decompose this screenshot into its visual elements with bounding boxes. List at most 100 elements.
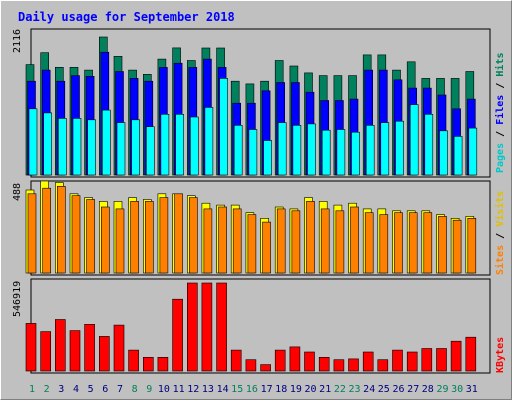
legend-sep-2: / [495, 83, 506, 89]
sites-bar-day-13 [203, 208, 213, 274]
kbytes-bar-day-9 [143, 356, 154, 372]
sites-bar-day-18 [276, 208, 286, 274]
sites-bar-day-3 [56, 186, 66, 274]
x-label-day-22: 22 [334, 384, 346, 395]
sites-bar-day-7 [115, 208, 125, 274]
kbytes-bar-day-29 [436, 348, 447, 372]
pages-bar-day-20 [307, 123, 316, 176]
sites-bar-day-6 [101, 206, 110, 274]
legend-hits: Hits [494, 53, 506, 77]
legend-sep-3: / [495, 233, 506, 239]
sites-bar-day-2 [42, 187, 52, 274]
sites-bar-day-31 [467, 218, 477, 274]
kbytes-bar-day-7 [113, 324, 125, 372]
sites-bar-day-27 [408, 212, 418, 274]
sites-bar-day-9 [145, 201, 154, 274]
sites-bar-day-22 [335, 210, 345, 274]
sites-bar-day-25 [379, 214, 389, 274]
sites-bar-day-23 [350, 206, 359, 274]
pages-bar-day-6 [102, 109, 111, 176]
sites-bar-day-20 [306, 201, 315, 274]
kbytes-bar-day-18 [274, 349, 286, 372]
pages-bar-day-16 [248, 129, 258, 176]
x-label-day-17: 17 [261, 384, 273, 395]
sites-bar-day-14 [218, 206, 227, 274]
sites-bar-day-1 [27, 193, 37, 274]
x-label-day-9: 9 [146, 384, 152, 395]
x-label-day-7: 7 [117, 384, 123, 395]
legend-files: Files [494, 95, 506, 125]
kbytes-bar-day-31 [465, 336, 477, 372]
sites-bar-day-21 [320, 208, 330, 274]
kbytes-bar-day-11 [172, 298, 183, 372]
x-label-day-31: 31 [466, 384, 478, 395]
x-label-day-23: 23 [348, 384, 360, 395]
pages-bar-day-29 [439, 130, 448, 176]
x-label-day-14: 14 [217, 384, 229, 395]
x-label-day-18: 18 [275, 384, 287, 395]
kbytes-bar-day-3 [54, 319, 66, 372]
x-label-day-30: 30 [451, 384, 463, 395]
pages-bar-day-19 [292, 125, 302, 176]
kbytes-bar-day-4 [69, 330, 81, 372]
x-label-day-13: 13 [202, 384, 214, 395]
pages-bar-day-21 [321, 129, 331, 176]
sites-bar-day-24 [364, 212, 374, 274]
sites-bar-day-30 [452, 219, 462, 274]
kbytes-bar-day-28 [421, 348, 433, 372]
x-label-day-8: 8 [132, 384, 138, 395]
x-label-day-26: 26 [392, 384, 404, 395]
kbytes-bar-day-5 [84, 323, 95, 372]
pages-bar-day-30 [453, 136, 463, 176]
pages-bar-day-12 [190, 116, 199, 176]
x-label-day-15: 15 [231, 384, 243, 395]
x-label-day-24: 24 [363, 384, 375, 395]
x-label-day-29: 29 [436, 384, 448, 395]
x-label-day-25: 25 [378, 384, 390, 395]
pages-bar-day-22 [336, 129, 346, 176]
pages-bar-day-3 [57, 118, 67, 176]
x-axis-labels: 1 2 3 4 5 6 7 8 9 10 11 12 13 14 15 16 17 18 19 20 21 22 23 24 2… [29, 384, 478, 395]
x-label-day-3: 3 [58, 384, 64, 395]
kbytes-bar-day-22 [333, 359, 345, 372]
pages-bar-day-2 [43, 112, 53, 176]
pages-bar-day-10 [160, 114, 170, 176]
legend-sites: Sites [494, 245, 506, 275]
pages-bar-day-8 [131, 119, 140, 176]
kbytes-bar-day-20 [304, 351, 315, 372]
kbytes-bar-day-1 [25, 323, 37, 372]
hits-legend: Pages / Files / Hits [494, 53, 506, 174]
pages-bar-day-27 [409, 104, 419, 176]
sites-bar-day-15 [232, 208, 242, 274]
pages-bar-day-5 [87, 119, 96, 176]
legend-visits: Visits [494, 191, 506, 227]
kbytes-bar-day-25 [377, 359, 389, 372]
kbytes-bar-day-2 [40, 331, 52, 372]
pages-bar-day-23 [351, 131, 360, 176]
kbytes-bar-day-21 [318, 356, 330, 372]
kbytes-bar-day-16 [245, 359, 257, 372]
kbytes-bar-day-12 [187, 282, 198, 372]
pages-bar-day-31 [468, 127, 478, 176]
pages-bar-day-26 [395, 120, 404, 176]
chart-title: Daily usage for September 2018 [18, 10, 235, 24]
x-label-day-5: 5 [88, 384, 94, 395]
pages-bar-day-25 [380, 122, 390, 176]
kbytes-bar-day-23 [348, 358, 359, 372]
sites-bar-day-5 [86, 199, 95, 274]
kbytes-bar-day-13 [201, 282, 213, 372]
hits-ymax-label: 2116 [12, 29, 23, 53]
x-label-day-1: 1 [29, 384, 35, 395]
pages-bar-day-28 [424, 114, 434, 176]
sites-bar-day-28 [423, 212, 433, 274]
sites-bar-day-10 [159, 197, 169, 274]
kbytes-bar-day-27 [406, 351, 418, 372]
pages-bar-day-13 [204, 107, 214, 176]
visits-ymax-label: 488 [12, 183, 23, 201]
pages-bar-day-1 [28, 108, 38, 176]
pages-bar-day-9 [146, 126, 155, 176]
kbytes-bar-day-26 [392, 349, 403, 372]
pages-bar-day-14 [219, 78, 228, 176]
